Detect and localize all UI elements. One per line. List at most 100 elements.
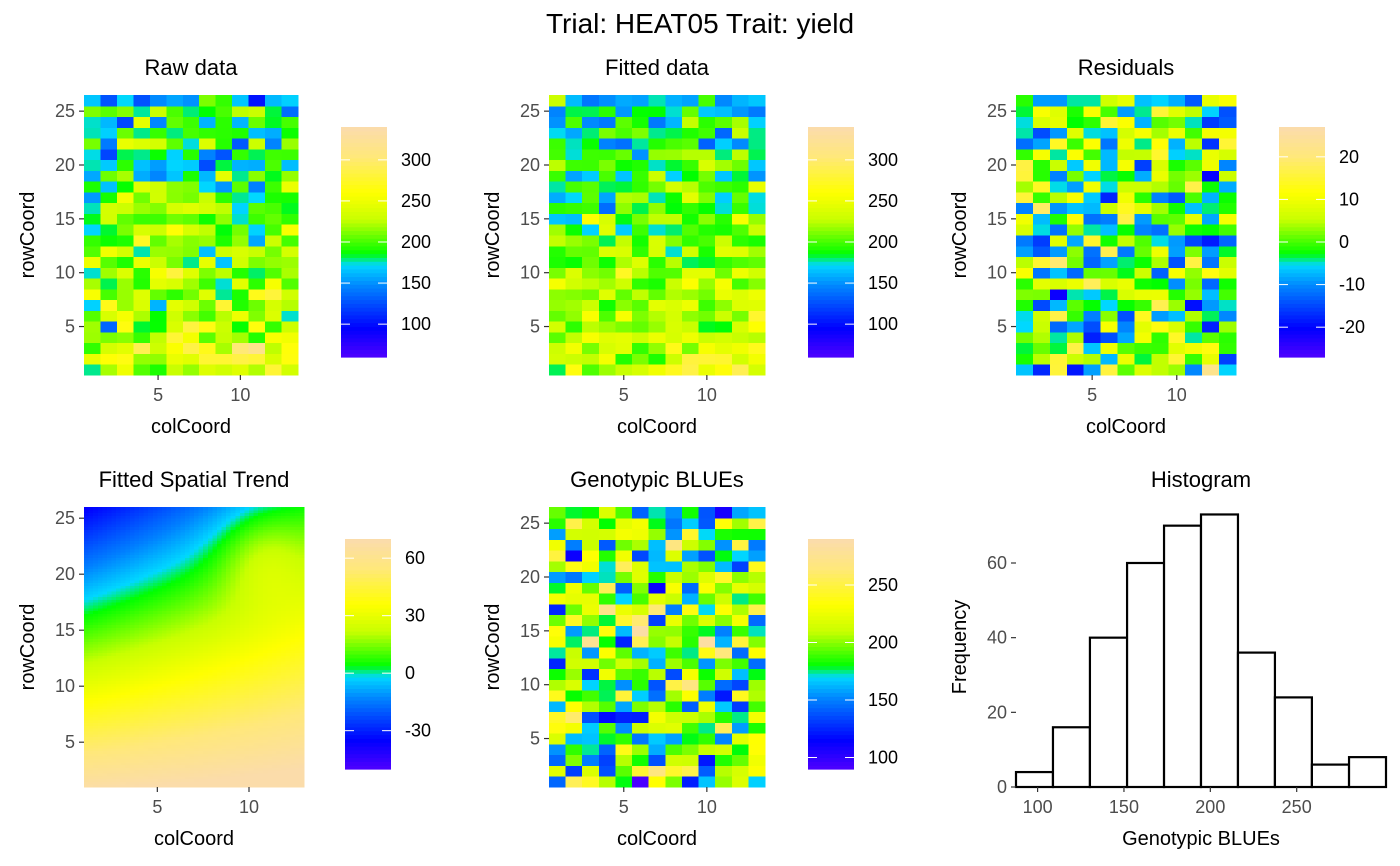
heatmap-cell — [171, 627, 177, 631]
heatmap-cell — [88, 736, 94, 740]
heatmap-cell — [120, 705, 126, 710]
heatmap-cell — [198, 526, 204, 530]
heatmap-cell — [244, 591, 250, 595]
heatmap-cell — [157, 658, 163, 662]
heatmap-cell — [152, 689, 158, 693]
heatmap-cell — [143, 518, 149, 522]
heatmap-cell — [598, 138, 616, 150]
heatmap-cell — [157, 728, 163, 732]
heatmap-cell — [84, 523, 90, 528]
heatmap-cell — [239, 537, 245, 542]
heatmap-cell — [244, 551, 250, 556]
heatmap-cell — [212, 585, 218, 589]
heatmap-cell — [1032, 342, 1051, 354]
heatmap-cell — [203, 658, 209, 662]
heatmap-cell — [198, 507, 204, 508]
heatmap-cell — [175, 700, 181, 704]
heatmap-cell — [120, 686, 126, 690]
heatmap-cell — [149, 331, 167, 344]
heatmap-cell — [281, 353, 299, 365]
heatmap-cell — [1066, 127, 1085, 139]
heatmap-cell — [157, 775, 163, 780]
heatmap-cell — [239, 644, 245, 648]
heatmap-cell — [207, 647, 213, 651]
heatmap-cell — [93, 750, 99, 754]
heatmap-cell — [698, 170, 716, 182]
heatmap-cell — [249, 775, 255, 780]
heatmap-cell — [244, 728, 250, 732]
heatmap-cell — [88, 551, 94, 556]
heatmap-cell — [171, 638, 177, 642]
heatmap-cell — [249, 717, 255, 721]
heatmap-cell — [152, 565, 158, 570]
heatmap-cell — [139, 731, 145, 735]
heatmap-cell — [152, 672, 158, 676]
heatmap-cell — [180, 616, 186, 620]
heatmap-cell — [731, 245, 749, 258]
heatmap-cell — [106, 708, 112, 712]
heatmap-cell — [88, 543, 94, 547]
heatmap-cell — [182, 159, 200, 171]
heatmap-cell — [120, 652, 126, 656]
heatmap-cell — [226, 736, 232, 740]
heatmap-cell — [198, 588, 204, 592]
heatmap-cell — [139, 728, 145, 732]
heatmap-cell — [111, 739, 117, 743]
heatmap-cell — [175, 708, 181, 712]
heatmap-cell — [189, 554, 195, 558]
heatmap-cell — [84, 515, 90, 519]
heatmap-cell — [175, 778, 181, 782]
heatmap-cell — [1100, 353, 1119, 365]
heatmap-cell — [1016, 191, 1034, 204]
heatmap-cell — [180, 507, 186, 508]
heatmap-cell — [157, 585, 163, 589]
heatmap-cell — [215, 95, 233, 107]
heatmap-cell — [120, 624, 126, 628]
heatmap-cell — [175, 694, 181, 698]
heatmap-cell — [184, 582, 190, 586]
heatmap-cell — [216, 624, 222, 628]
heatmap-cell — [615, 245, 633, 258]
heatmap-cell — [157, 644, 163, 648]
heatmap-cell — [244, 717, 250, 721]
heatmap-cell — [582, 138, 600, 150]
heatmap-cell — [180, 728, 186, 732]
heatmap-cell — [157, 551, 163, 556]
heatmap-cell — [129, 717, 135, 721]
heatmap-cell — [207, 686, 213, 690]
heatmap-cell — [1134, 105, 1152, 118]
heatmap-cell — [102, 719, 108, 724]
heatmap-cell — [1083, 256, 1102, 268]
heatmap-cell — [111, 705, 117, 710]
heatmap-cell — [93, 582, 99, 586]
y-tick-label: 25 — [55, 101, 75, 121]
heatmap-cell — [207, 697, 213, 701]
heatmap-cell — [97, 633, 103, 637]
heatmap-cell — [139, 518, 145, 522]
heatmap-cell — [215, 256, 233, 268]
heatmap-cell — [235, 638, 241, 642]
heatmap-cell — [1016, 105, 1034, 118]
heatmap-cell — [215, 159, 233, 171]
heatmap-cell — [226, 658, 232, 662]
heatmap-cell — [97, 535, 103, 539]
heatmap-cell — [235, 574, 241, 578]
heatmap-cell — [681, 224, 700, 236]
heatmap-cell — [215, 170, 233, 182]
heatmap-cell — [166, 683, 172, 687]
heatmap-cell — [97, 725, 103, 729]
heatmap-cell — [226, 613, 232, 617]
heatmap-cell — [221, 658, 227, 662]
heatmap-cell — [166, 588, 172, 592]
heatmap-cell — [1049, 181, 1068, 193]
heatmap-cell — [125, 711, 131, 715]
heatmap-cell — [116, 602, 122, 606]
heatmap-cell — [171, 591, 177, 595]
heatmap-cell — [111, 593, 117, 598]
heatmap-cell — [125, 568, 131, 572]
heatmap-cell — [212, 767, 218, 771]
colorbar-step — [1279, 322, 1325, 327]
heatmap-cell — [1117, 310, 1135, 322]
heatmap-cell — [88, 627, 94, 631]
